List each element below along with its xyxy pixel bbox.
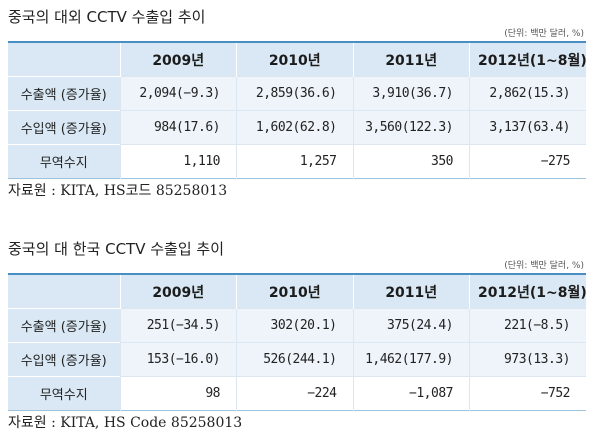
row-label: 무역수지 bbox=[8, 144, 120, 179]
unit-note: (단위: 백만 달러, %) bbox=[504, 261, 584, 271]
table-cell: 153(−16.0) bbox=[119, 342, 237, 377]
header-cell-empty bbox=[8, 41, 120, 77]
table-block-china-korea: 중국의 대 한국 CCTV 수출입 추이 (단위: 백만 달러, %) 2009… bbox=[8, 232, 587, 434]
table-cell: 1,110 bbox=[119, 144, 237, 179]
header-cell-2011: 2011년 bbox=[352, 273, 470, 309]
table-cell: 375(24.4) bbox=[352, 308, 470, 343]
table-title: 중국의 대외 CCTV 수출입 추이 bbox=[8, 8, 206, 26]
table-cell: 1,462(177.9) bbox=[352, 342, 470, 377]
table-cell: 251(−34.5) bbox=[119, 308, 237, 343]
table-cell: −224 bbox=[236, 376, 353, 411]
header-cell-2011: 2011년 bbox=[352, 41, 470, 77]
header-cell-2010: 2010년 bbox=[236, 41, 353, 77]
header-cell-2010: 2010년 bbox=[236, 273, 353, 309]
table-title: 중국의 대 한국 CCTV 수출입 추이 bbox=[8, 240, 225, 258]
table-row-balance: 무역수지 98 −224 −1,087 −752 bbox=[8, 376, 586, 411]
table-cell: 350 bbox=[352, 144, 470, 179]
row-label: 무역수지 bbox=[8, 376, 120, 411]
row-label: 수입액 (증가율) bbox=[8, 110, 120, 145]
table-block-china-global: 중국의 대외 CCTV 수출입 추이 (단위: 백만 달러, %) 2009년 … bbox=[8, 0, 587, 202]
table-cell: 3,560(122.3) bbox=[352, 110, 470, 145]
table-cell: −1,087 bbox=[352, 376, 470, 411]
table-header-row: 2009년 2010년 2011년 2012년(1~8월) bbox=[8, 273, 587, 309]
header-cell-2009: 2009년 bbox=[119, 41, 237, 77]
source-note: 자료원 : KITA, HS코드 85258013 bbox=[8, 183, 228, 199]
header-cell-empty bbox=[8, 273, 120, 309]
unit-note: (단위: 백만 달러, %) bbox=[504, 29, 584, 39]
row-label: 수입액 (증가율) bbox=[8, 342, 120, 377]
table-row-import: 수입액 (증가율) 153(−16.0) 526(244.1) 1,462(17… bbox=[8, 342, 586, 377]
table-cell: 2,094(−9.3) bbox=[119, 76, 237, 111]
table-cell: 526(244.1) bbox=[236, 342, 353, 377]
header-cell-2012: 2012년(1~8월) bbox=[469, 273, 587, 309]
table-row-balance: 무역수지 1,110 1,257 350 −275 bbox=[8, 144, 586, 179]
table-row-export: 수출액 (증가율) 2,094(−9.3) 2,859(36.6) 3,910(… bbox=[8, 76, 586, 111]
table-row-export: 수출액 (증가율) 251(−34.5) 302(20.1) 375(24.4)… bbox=[8, 308, 586, 343]
table-cell: 1,257 bbox=[236, 144, 353, 179]
table-cell: 3,137(63.4) bbox=[469, 110, 586, 145]
table-cell: 221(−8.5) bbox=[469, 308, 586, 343]
header-cell-2012: 2012년(1~8월) bbox=[469, 41, 587, 77]
table-cell: 3,910(36.7) bbox=[352, 76, 470, 111]
header-cell-2009: 2009년 bbox=[119, 273, 237, 309]
table-cell: 302(20.1) bbox=[236, 308, 353, 343]
source-note: 자료원 : KITA, HS Code 85258013 bbox=[8, 415, 243, 431]
table-header-row: 2009년 2010년 2011년 2012년(1~8월) bbox=[8, 41, 587, 77]
table-row-import: 수입액 (증가율) 984(17.6) 1,602(62.8) 3,560(12… bbox=[8, 110, 586, 145]
table-cell: −752 bbox=[469, 376, 586, 411]
table-cell: 1,602(62.8) bbox=[236, 110, 353, 145]
table-cell: −275 bbox=[469, 144, 586, 179]
row-label: 수출액 (증가율) bbox=[8, 308, 120, 343]
table-cell: 98 bbox=[119, 376, 237, 411]
trade-table: 2009년 2010년 2011년 2012년(1~8월) 수출액 (증가율) … bbox=[8, 41, 587, 179]
table-cell: 2,862(15.3) bbox=[469, 76, 586, 111]
table-cell: 2,859(36.6) bbox=[236, 76, 353, 111]
row-label: 수출액 (증가율) bbox=[8, 76, 120, 111]
table-cell: 984(17.6) bbox=[119, 110, 237, 145]
table-cell: 973(13.3) bbox=[469, 342, 586, 377]
trade-table: 2009년 2010년 2011년 2012년(1~8월) 수출액 (증가율) … bbox=[8, 273, 587, 411]
